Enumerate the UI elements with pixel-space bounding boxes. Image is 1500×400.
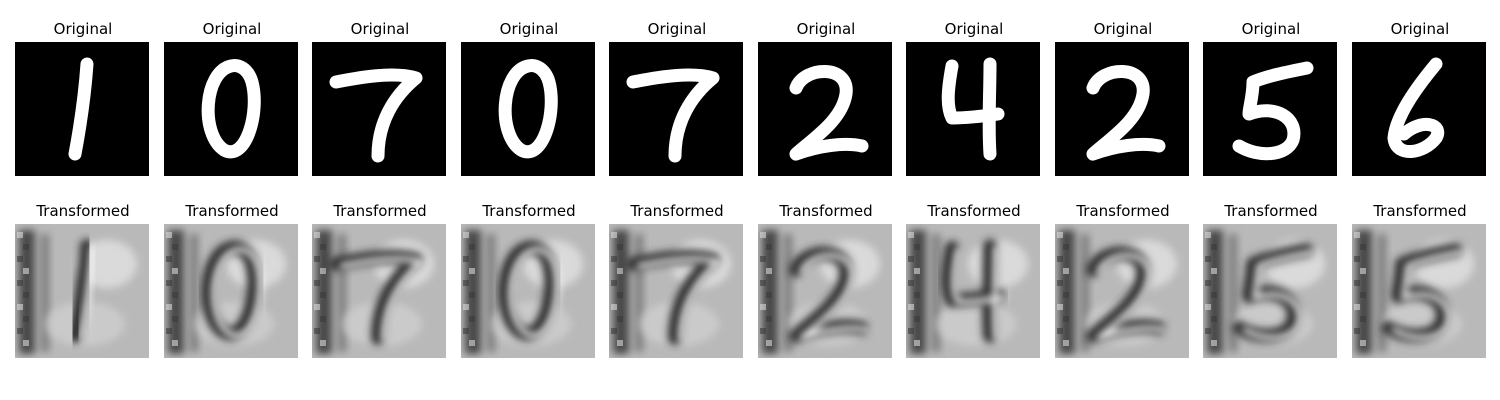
original-panel: Original — [1352, 18, 1488, 176]
original-digit-image — [1352, 42, 1486, 176]
original-digit-image — [461, 42, 595, 176]
original-digit-image — [758, 42, 892, 176]
panel-title: Transformed — [779, 202, 873, 220]
panel-title: Transformed — [185, 202, 279, 220]
transformed-row: Transformed Transformed Transformed Transfo… — [0, 200, 1500, 360]
panel-title: Transformed — [36, 202, 130, 220]
original-panel: Original — [758, 18, 894, 176]
transformed-panel: Transformed — [1055, 200, 1191, 358]
transformed-digit-image — [609, 224, 743, 358]
original-panel: Original — [312, 18, 448, 176]
transformed-panel: Transformed — [312, 200, 448, 358]
original-panel: Original — [461, 18, 597, 176]
panel-title: Original — [796, 20, 856, 38]
transformed-digit-image — [461, 224, 595, 358]
original-panel: Original — [1203, 18, 1339, 176]
panel-title: Original — [499, 20, 559, 38]
original-panel: Original — [15, 18, 151, 176]
original-digit-image — [1203, 42, 1337, 176]
original-digit-image — [15, 42, 149, 176]
panel-title: Original — [1093, 20, 1153, 38]
transformed-digit-image — [758, 224, 892, 358]
original-row: Original Original Original Original Original… — [0, 18, 1500, 178]
panel-title: Transformed — [1224, 202, 1318, 220]
panel-title: Transformed — [1076, 202, 1170, 220]
transformed-panel: Transformed — [461, 200, 597, 358]
transformed-digit-image — [15, 224, 149, 358]
original-panel: Original — [164, 18, 300, 176]
panel-title: Original — [53, 20, 113, 38]
panel-title: Original — [1241, 20, 1301, 38]
panel-title: Original — [944, 20, 1004, 38]
original-panel: Original — [609, 18, 745, 176]
original-panel: Original — [1055, 18, 1191, 176]
transformed-panel: Transformed — [609, 200, 745, 358]
panel-title: Original — [1390, 20, 1450, 38]
transformed-panel: Transformed — [15, 200, 151, 358]
transformed-digit-image — [1203, 224, 1337, 358]
transformed-digit-image — [906, 224, 1040, 358]
panel-title: Transformed — [333, 202, 427, 220]
transformed-panel: Transformed — [164, 200, 300, 358]
original-digit-image — [164, 42, 298, 176]
panel-title: Original — [202, 20, 262, 38]
original-digit-image — [609, 42, 743, 176]
transformed-panel: Transformed — [758, 200, 894, 358]
transformed-digit-image — [1352, 224, 1486, 358]
transformed-panel: Transformed — [1352, 200, 1488, 358]
panel-title: Transformed — [1373, 202, 1467, 220]
original-digit-image — [312, 42, 446, 176]
transformed-digit-image — [164, 224, 298, 358]
transformed-panel: Transformed — [906, 200, 1042, 358]
panel-title: Transformed — [482, 202, 576, 220]
panel-title: Original — [647, 20, 707, 38]
original-digit-image — [1055, 42, 1189, 176]
original-panel: Original — [906, 18, 1042, 176]
transformed-digit-image — [312, 224, 446, 358]
panel-title: Original — [350, 20, 410, 38]
panel-title: Transformed — [927, 202, 1021, 220]
transformed-panel: Transformed — [1203, 200, 1339, 358]
panel-title: Transformed — [630, 202, 724, 220]
original-digit-image — [906, 42, 1040, 176]
transformed-digit-image — [1055, 224, 1189, 358]
